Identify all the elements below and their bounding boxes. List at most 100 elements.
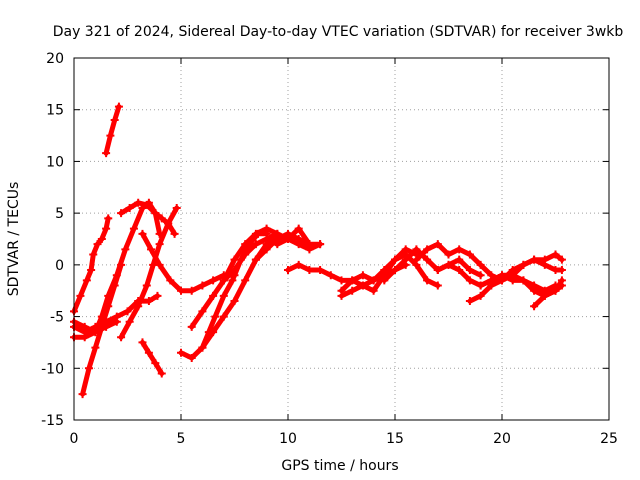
data-point	[337, 291, 346, 300]
series-track-8	[117, 198, 179, 238]
data-point	[166, 276, 175, 285]
data-point	[241, 250, 250, 259]
data-point	[144, 297, 153, 306]
data-point	[84, 364, 93, 373]
y-tick-labels: -15 -10 -5 0 5 10 15 20	[41, 51, 64, 429]
x-axis-label: GPS time / hours	[281, 458, 398, 474]
data-point	[251, 255, 260, 264]
y-tick-label: 10	[46, 154, 64, 170]
data-point	[557, 266, 566, 275]
data-point	[187, 322, 196, 331]
data-point	[219, 276, 228, 285]
data-point	[91, 328, 100, 337]
data-point	[262, 235, 271, 243]
x-tick-label: 5	[177, 431, 186, 447]
y-tick-label: -15	[41, 413, 64, 429]
data-point	[209, 291, 218, 300]
data-point	[228, 276, 237, 285]
data-point	[455, 255, 464, 264]
series-track-9	[138, 229, 239, 295]
data-point	[97, 235, 106, 243]
y-tick-label: -10	[41, 361, 64, 377]
data-point	[110, 116, 119, 125]
y-tick-label: 5	[55, 206, 64, 222]
data-point	[465, 276, 474, 285]
data-point	[273, 229, 282, 238]
data-point	[530, 286, 539, 295]
data-point	[104, 302, 113, 311]
series-track-11	[177, 235, 282, 362]
data-point	[498, 276, 506, 285]
data-point	[476, 271, 485, 280]
data-point	[241, 276, 250, 285]
data-point	[391, 266, 399, 275]
data-point	[540, 291, 549, 300]
data-point	[465, 250, 474, 259]
data-point	[155, 260, 164, 269]
data-point	[102, 149, 111, 158]
data-point	[433, 281, 442, 290]
series-track-13	[198, 229, 271, 352]
data-point	[91, 343, 100, 352]
series-track-10	[138, 338, 166, 378]
data-point	[348, 276, 357, 285]
series-track-16	[262, 224, 325, 249]
data-point	[93, 240, 102, 249]
data-point	[138, 338, 147, 347]
data-point	[530, 255, 539, 264]
data-point	[114, 102, 123, 111]
data-point	[89, 250, 98, 259]
data-point	[433, 266, 442, 275]
x-tick-label: 10	[279, 431, 297, 447]
chart-title: Day 321 of 2024, Sidereal Day-to-day VTE…	[53, 24, 624, 40]
data-point	[358, 281, 367, 290]
data-point	[219, 312, 228, 321]
data-point	[508, 271, 517, 280]
data-point	[187, 286, 196, 295]
series-line	[140, 231, 237, 294]
y-axis-label: SDTVAR / TECUs	[6, 182, 22, 297]
data-point	[316, 266, 325, 275]
data-point	[129, 224, 138, 233]
data-point	[177, 286, 185, 295]
x-tick-label: 0	[70, 431, 79, 447]
data-point	[465, 297, 474, 306]
data-point	[551, 250, 560, 259]
data-point	[87, 266, 96, 275]
x-tick-label: 15	[386, 431, 404, 447]
data-point	[144, 348, 153, 357]
data-point	[557, 276, 566, 285]
data-point	[519, 276, 528, 285]
data-point	[142, 200, 151, 209]
data-point	[134, 302, 143, 311]
series-line	[531, 277, 565, 309]
data-point	[444, 260, 453, 269]
data-point	[177, 348, 185, 357]
data-point	[157, 214, 166, 223]
series-line	[339, 252, 441, 299]
data-point	[540, 260, 549, 269]
data-point	[369, 286, 378, 295]
data-point	[112, 317, 121, 326]
data-point	[284, 266, 292, 275]
data-point	[78, 390, 87, 399]
x-tick-labels: 0 5 10 15 20 25	[70, 431, 618, 447]
data-point	[284, 235, 292, 243]
data-point	[476, 281, 485, 290]
data-point	[117, 260, 126, 269]
data-point	[380, 276, 389, 285]
data-point	[294, 260, 303, 269]
series-line	[381, 246, 484, 283]
data-point	[147, 245, 156, 254]
data-point	[412, 245, 421, 254]
data-point	[121, 245, 130, 254]
data-point	[104, 214, 113, 223]
series-line	[103, 104, 122, 156]
data-point	[153, 291, 162, 300]
data-point	[412, 255, 421, 264]
data-point	[433, 240, 442, 249]
series-line	[199, 231, 270, 351]
data-point	[80, 322, 89, 331]
data-point	[151, 209, 160, 218]
